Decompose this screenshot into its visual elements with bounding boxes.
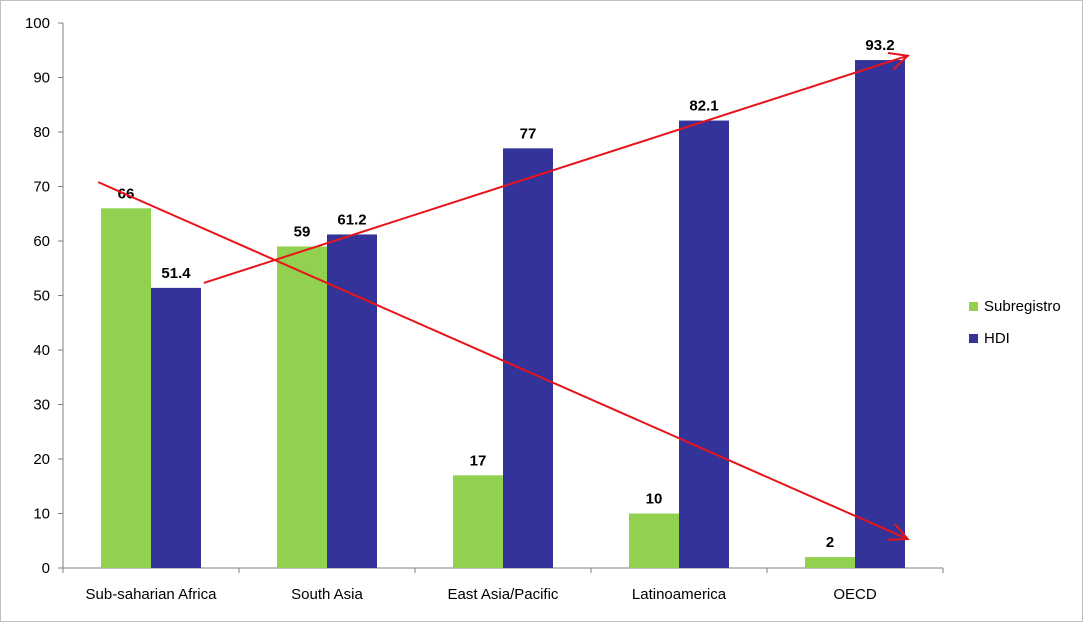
y-tick-label: 90 — [33, 70, 50, 87]
y-tick-label: 20 — [33, 451, 50, 468]
legend-label-hdi: HDI — [984, 329, 1010, 347]
bar-hdi — [151, 287, 201, 568]
bar-hdi — [503, 148, 553, 568]
legend: Subregistro HDI — [969, 290, 1061, 354]
data-label-hdi: 93.2 — [865, 37, 894, 54]
bar-subregistro — [453, 475, 503, 568]
data-label-subregistro: 17 — [470, 452, 487, 469]
bar-subregistro — [629, 513, 679, 568]
y-tick-label: 50 — [33, 288, 50, 305]
bar-hdi — [855, 60, 905, 569]
trend-arrow-rising — [203, 54, 909, 284]
y-tick-label: 40 — [33, 342, 50, 359]
trend-arrow-rising-head — [887, 51, 910, 71]
bars — [101, 60, 905, 569]
legend-swatch-subregistro — [969, 301, 978, 311]
trend-arrows — [97, 51, 910, 541]
y-tick-label: 70 — [33, 179, 50, 196]
x-axis: Sub-saharian Africa South Asia East Asia/P… — [62, 567, 944, 603]
bar-subregistro — [277, 246, 327, 568]
legend-item-hdi: HDI — [969, 322, 1061, 354]
trend-arrow-falling — [97, 181, 909, 541]
bar-hdi — [327, 234, 377, 568]
trend-arrow-falling-head — [887, 523, 910, 541]
y-tick-label: 30 — [33, 397, 50, 414]
x-tick-label: Latinoamerica — [632, 586, 727, 603]
bar-subregistro — [101, 208, 151, 569]
y-tick-label: 100 — [25, 15, 50, 32]
y-tick-label: 80 — [33, 124, 50, 141]
bar-subregistro — [805, 557, 855, 568]
data-label-hdi: 61.2 — [337, 211, 366, 228]
data-label-subregistro: 10 — [646, 491, 663, 508]
legend-swatch-hdi — [969, 333, 978, 343]
bar-hdi — [679, 120, 729, 569]
x-tick-label: East Asia/Pacific — [448, 586, 559, 603]
data-label-hdi: 51.4 — [161, 265, 191, 282]
data-label-subregistro: 59 — [294, 223, 311, 240]
y-tick-label: 10 — [33, 506, 50, 523]
legend-item-subregistro: Subregistro — [969, 290, 1061, 322]
legend-label-subregistro: Subregistro — [984, 297, 1061, 315]
x-tick-label: OECD — [833, 586, 877, 603]
data-label-hdi: 82.1 — [689, 98, 718, 115]
x-tick-label: Sub-saharian Africa — [86, 586, 218, 603]
y-tick-label: 60 — [33, 233, 50, 250]
data-label-subregistro: 2 — [826, 534, 834, 551]
y-tick-label: 0 — [42, 560, 50, 577]
x-tick-label: South Asia — [291, 586, 363, 603]
y-axis: 0 10 20 30 40 50 60 70 80 90 100 — [25, 15, 64, 577]
data-label-hdi: 77 — [520, 125, 537, 142]
